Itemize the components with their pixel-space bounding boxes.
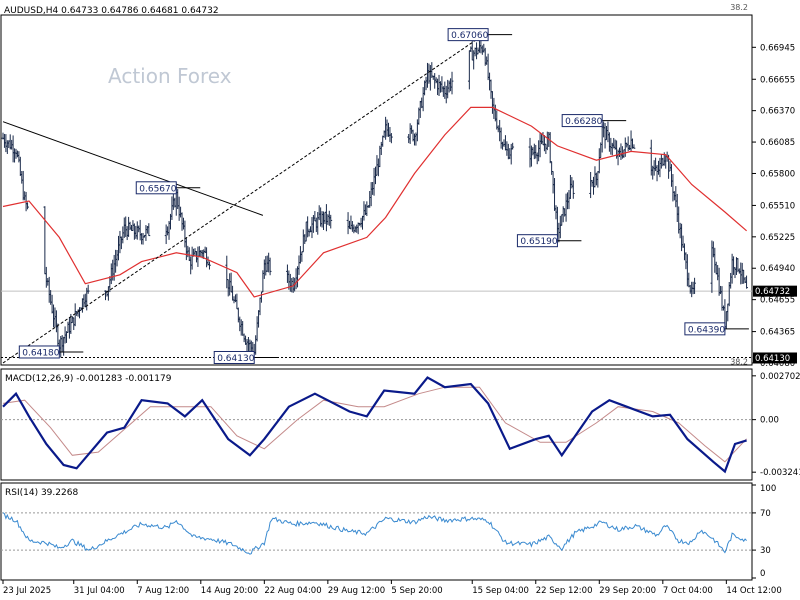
rsi-panel-frame <box>0 482 753 581</box>
symbol-header: AUDUSD,H4 0.64733 0.64786 0.64681 0.6473… <box>4 6 219 16</box>
time-tick-label: 22 Sep 12:00 <box>536 586 593 596</box>
swing-label-text: 0.64130 <box>217 354 254 364</box>
macd-panel-frame <box>0 368 753 481</box>
swing-label-box <box>516 234 558 248</box>
macd-axis: 0.002702 0.00 -0.003241 <box>1 372 800 478</box>
time-tick-label: 23 Jul 2025 <box>3 586 51 596</box>
swing-label-box <box>447 28 489 42</box>
solid-trendline <box>2 121 264 216</box>
time-tick-label: 14 Oct 12:00 <box>726 586 781 596</box>
price-tick-label: 0.64080 <box>760 359 795 369</box>
time-tick-label: 5 Sep 20:00 <box>391 586 442 596</box>
price-tick-label: 0.66655 <box>760 75 795 85</box>
rsi-tick-label: 30 <box>760 546 771 556</box>
time-tick-label: 29 Aug 12:00 <box>328 586 385 596</box>
time-tick-label: 29 Sep 20:00 <box>599 586 656 596</box>
swing-label-text: 0.64390 <box>688 325 725 335</box>
swing-label-box <box>18 345 60 359</box>
swing-label-text: 0.66280 <box>565 117 602 127</box>
price-bars <box>1 39 748 358</box>
time-tick-label: 22 Aug 04:00 <box>264 586 321 596</box>
macd-main-line <box>2 376 747 474</box>
last-price-tag: 0.64732 <box>753 285 797 297</box>
price-tick-label: 0.64940 <box>760 264 795 274</box>
swing-label-text: 0.67060 <box>451 31 488 41</box>
fib-price-value: 0.64130 <box>755 354 790 364</box>
rsi-tick-label: 0 <box>760 569 765 579</box>
fib-bottom-label: 38.2 <box>730 357 748 366</box>
swing-label-box <box>684 322 726 336</box>
time-tick-label: 14 Aug 20:00 <box>201 586 258 596</box>
swing-label-text: 0.65670 <box>139 184 176 194</box>
rsi-tick-label: 70 <box>760 509 771 519</box>
swing-label-box <box>213 350 255 364</box>
rsi-tick-label: 100 <box>760 484 776 494</box>
time-tick-label: 31 Jul 04:00 <box>74 586 125 596</box>
watermark: Action Forex <box>108 64 232 88</box>
fib-price-tag: 0.64130 <box>753 352 797 364</box>
macd-title: MACD(12,26,9) -0.001283 -0.001179 <box>5 374 172 384</box>
swing-label-text: 0.65190 <box>520 237 557 247</box>
swing-label-box <box>135 181 177 195</box>
price-tick-label: 0.64655 <box>760 296 795 306</box>
macd-tick-label: -0.003241 <box>760 468 800 478</box>
swing-label-text: 0.64180 <box>22 348 59 358</box>
last-price-value: 0.64732 <box>755 287 790 297</box>
swing-label-box <box>561 114 603 128</box>
price-tick-label: 0.65510 <box>760 201 795 211</box>
price-tick-label: 0.65800 <box>760 169 795 179</box>
macd-tick-label: 0.002702 <box>760 372 800 382</box>
price-tick-label: 0.65225 <box>760 233 795 243</box>
time-axis: 23 Jul 2025 31 Jul 04:00 7 Aug 12:00 14 Aug… <box>2 580 782 596</box>
time-tick-label: 15 Sep 04:00 <box>472 586 529 596</box>
trendlines <box>2 34 485 364</box>
macd-tick-label: 0.00 <box>760 416 779 426</box>
moving-average-line <box>2 106 747 298</box>
price-tick-label: 0.64365 <box>760 328 795 338</box>
time-tick-label: 7 Oct 04:00 <box>663 586 713 596</box>
rsi-axis: 100 70 30 0 <box>1 484 776 579</box>
time-tick-label: 7 Aug 12:00 <box>137 586 189 596</box>
price-tick-label: 0.66945 <box>760 43 795 53</box>
price-tick-label: 0.66370 <box>760 107 795 117</box>
price-tick-label: 0.66085 <box>760 138 795 148</box>
rsi-line <box>2 512 747 555</box>
swing-labels: 0.64180 0.65670 0.64130 0.67060 0.65190 0.662… <box>18 28 749 364</box>
price-axis: 0.66945 0.66655 0.66370 0.66085 0.65800 0.655… <box>752 43 795 369</box>
price-panel-frame <box>0 14 753 366</box>
fib-top-label: 38.2 <box>730 3 748 12</box>
rsi-title: RSI(14) 39.2268 <box>5 488 78 498</box>
dotted-trendline <box>2 34 485 364</box>
